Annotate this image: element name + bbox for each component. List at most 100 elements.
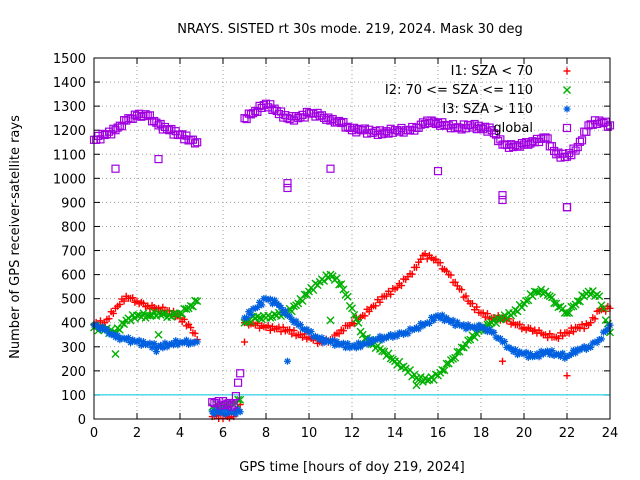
outlier-point (283, 179, 292, 188)
data-point (597, 118, 606, 127)
data-point (575, 137, 585, 146)
data-point (569, 328, 577, 336)
data-point (298, 297, 307, 306)
data-point (120, 297, 128, 305)
data-point (458, 286, 466, 294)
data-point (393, 284, 401, 292)
outliers-2 (111, 316, 421, 390)
data-point (300, 290, 309, 299)
outlier-point (412, 381, 421, 390)
data-point (247, 310, 255, 318)
data-point (188, 302, 197, 311)
data-point (588, 120, 597, 129)
data-point (191, 329, 199, 337)
data-point (139, 309, 148, 318)
data-point (236, 408, 244, 416)
data-point (116, 300, 124, 308)
data-point (236, 395, 245, 404)
x-tick-label: 24 (602, 426, 619, 441)
data-point (552, 299, 561, 308)
data-point (107, 130, 116, 139)
data-point (126, 316, 135, 325)
data-point (449, 354, 458, 363)
legend-marker (563, 105, 571, 113)
series-layer (89, 99, 615, 423)
data-point (296, 113, 305, 122)
data-point (354, 318, 363, 327)
y-tick-label: 1200 (53, 124, 86, 139)
data-point (227, 402, 236, 411)
data-point (361, 312, 369, 320)
data-point (290, 326, 298, 334)
data-point (376, 298, 384, 306)
data-point (129, 294, 137, 302)
data-point (599, 304, 608, 313)
data-point (479, 309, 487, 317)
outlier-point (111, 164, 120, 173)
y-tick-label: 300 (61, 341, 86, 356)
data-point (451, 278, 459, 286)
data-point (156, 310, 165, 319)
data-point (191, 296, 200, 305)
data-point (416, 120, 425, 129)
data-point (169, 309, 178, 318)
data-point (563, 309, 571, 318)
data-point (485, 123, 494, 132)
data-point (522, 296, 531, 305)
data-point (595, 292, 604, 301)
data-point (358, 330, 367, 339)
data-point (160, 309, 169, 318)
data-point (352, 314, 361, 323)
data-point (320, 277, 329, 286)
outlier-point (499, 357, 506, 365)
outlier-point (563, 372, 571, 380)
y-tick-label: 600 (61, 269, 86, 284)
data-point (307, 327, 315, 335)
data-point (565, 329, 573, 337)
outlier-point (283, 183, 292, 193)
outliers-0 (111, 154, 572, 212)
series-2 (90, 295, 614, 418)
data-point (541, 133, 550, 142)
data-point (554, 334, 562, 342)
data-point (279, 323, 287, 331)
data-point (580, 324, 588, 332)
data-point (343, 292, 352, 301)
data-point (141, 110, 150, 119)
outlier-point (498, 195, 507, 205)
data-point (380, 347, 389, 356)
data-point (423, 255, 431, 263)
x-tick-label: 10 (301, 426, 318, 441)
data-point (96, 317, 104, 325)
data-point (421, 250, 429, 258)
data-point (193, 338, 201, 346)
chart-title: NRAYS. SISTED rt 30s mode. 219, 2024. Ma… (177, 22, 523, 37)
data-point (415, 325, 423, 333)
data-point (335, 330, 343, 338)
data-point (332, 274, 341, 283)
data-point (152, 118, 161, 127)
data-point (408, 270, 416, 278)
data-point (231, 392, 240, 401)
data-point (554, 148, 563, 157)
data-point (565, 308, 574, 317)
data-point (360, 124, 369, 133)
y-tick-label: 200 (61, 365, 86, 380)
y-tick-label: 400 (61, 317, 86, 332)
x-tick-label: 16 (430, 426, 447, 441)
data-point (193, 297, 202, 306)
data-point (425, 319, 433, 327)
y-tick-label: 1100 (53, 148, 86, 163)
x-tick-label: 18 (473, 426, 490, 441)
data-point (466, 335, 475, 344)
data-point (113, 123, 122, 132)
data-point (496, 135, 505, 144)
outlier-point (241, 338, 248, 346)
outlier-point (326, 316, 335, 325)
y-tick-label: 700 (61, 245, 86, 260)
data-point (266, 326, 274, 334)
outlier-point (154, 154, 163, 164)
data-point (233, 378, 243, 387)
y-tick-label: 1500 (53, 52, 86, 67)
